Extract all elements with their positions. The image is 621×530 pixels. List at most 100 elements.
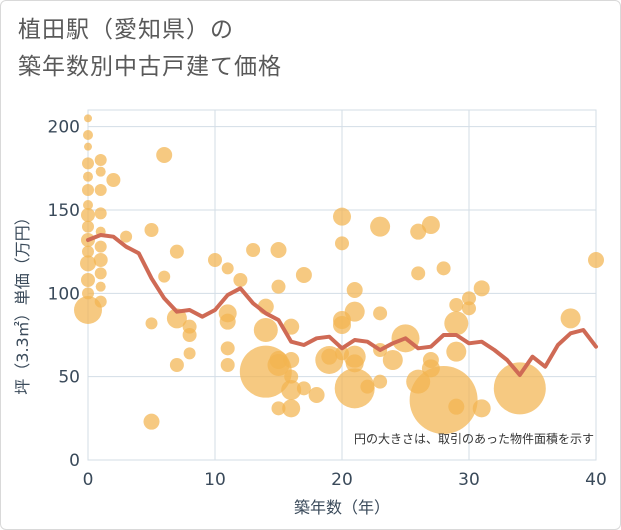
bubble-point [346,282,363,298]
bubble-point [84,114,92,123]
bubble-point [283,318,300,335]
title-line-2: 築年数別中古戸建て価格 [18,54,282,80]
bubble-point [588,252,604,268]
bubble-point [82,220,94,233]
bubble-point [94,184,107,196]
bubble-point [83,171,93,182]
bubble-point [284,369,299,384]
bubble-point [345,354,364,373]
y-tick-label: 150 [48,201,80,221]
bubble-point [219,313,236,330]
bubble-point [253,318,278,342]
y-tick-label: 0 [69,451,80,471]
bubble-point [271,401,286,416]
bubble-point [233,273,248,287]
bubble-point [94,154,107,166]
bubble-point [94,295,107,308]
bubble-series [74,114,604,434]
bubble-point [221,262,234,275]
y-tick-label: 200 [48,118,80,138]
bubble-point [158,270,171,283]
bubble-point [409,366,478,434]
bubble-point [295,267,312,283]
bubble-point [308,387,325,403]
bubble-point [83,200,93,210]
x-tick-label: 20 [331,470,353,490]
bubble-point [462,291,476,306]
bubble-point [84,142,92,151]
bubble-point [446,341,467,362]
bubble-point [83,130,93,140]
bubble-point [335,236,349,251]
x-tick-label: 10 [204,470,226,490]
bubble-point [444,311,469,336]
x-tick-label: 30 [458,470,480,490]
bubble-point [410,223,427,240]
bubble-point [271,279,286,294]
bubble-point [462,301,476,316]
bubble-point [94,267,107,280]
bubble-point [344,301,365,322]
bubble-point [220,341,235,356]
bubble-point [120,230,133,243]
bubble-point [166,308,187,329]
bubble-point [81,273,95,287]
bubble-point [411,266,426,281]
average-line-series [86,233,598,377]
bubble-point [220,358,235,372]
bubble-point [333,207,351,226]
bubble-size-note: 円の大きさは、取引のあった物件面積を示す [354,431,594,446]
bubble-point [95,281,106,292]
bubble-point [82,157,94,170]
bubble-point [208,253,222,267]
bubble-point [421,216,440,234]
bubble-point [156,147,173,163]
bubble-point [95,166,106,177]
bubble-point [182,328,197,342]
bubble-point [296,381,311,396]
bubble-point [143,413,160,430]
bubble-point [106,173,121,187]
bubble-point [373,374,388,389]
bubble-point [448,398,465,415]
bubble-point [281,380,302,400]
bubble-point [334,368,375,409]
chart-title: 植田駅（愛知県）の築年数別中古戸建て価格 [18,12,282,86]
bubble-point [493,362,546,415]
bubble-point [82,245,94,258]
bubble-point [94,240,107,253]
bubble-point [436,261,451,276]
bubble-point [473,280,490,297]
y-tick-labels: 0 50 100 150 200 [48,118,80,471]
title-line-1: 植田駅（愛知県）の [18,17,234,43]
bubble-point [283,352,300,368]
bubble-point [169,244,184,259]
bubble-point [373,306,388,321]
bubble-point [82,184,94,196]
bubble-point [183,347,196,360]
bubble-point [81,208,95,222]
x-tick-label: 0 [83,470,94,490]
bubble-point [145,317,158,330]
bubble-point [560,308,581,329]
x-tick-labels: 0 10 20 30 40 [83,470,607,490]
bubble-point [246,243,261,257]
bubble-point [282,399,301,418]
y-tick-label: 100 [48,284,80,304]
bubble-point [472,399,491,418]
bubble-point [93,253,108,267]
y-axis-title: 坪（3.3㎡）単価（万円） [13,209,32,394]
bubble-point [360,379,375,394]
x-tick-label: 40 [585,470,607,490]
bubble-point [270,242,287,258]
y-tick-label: 50 [58,368,80,388]
average-price-line [86,233,598,377]
x-axis-title: 築年数（年） [294,498,390,517]
bubble-point [94,207,107,220]
bubble-point [144,223,159,237]
bubble-point [333,316,351,334]
bubble-point [80,255,96,272]
bubble-point [382,350,403,370]
bubble-point [370,216,391,237]
